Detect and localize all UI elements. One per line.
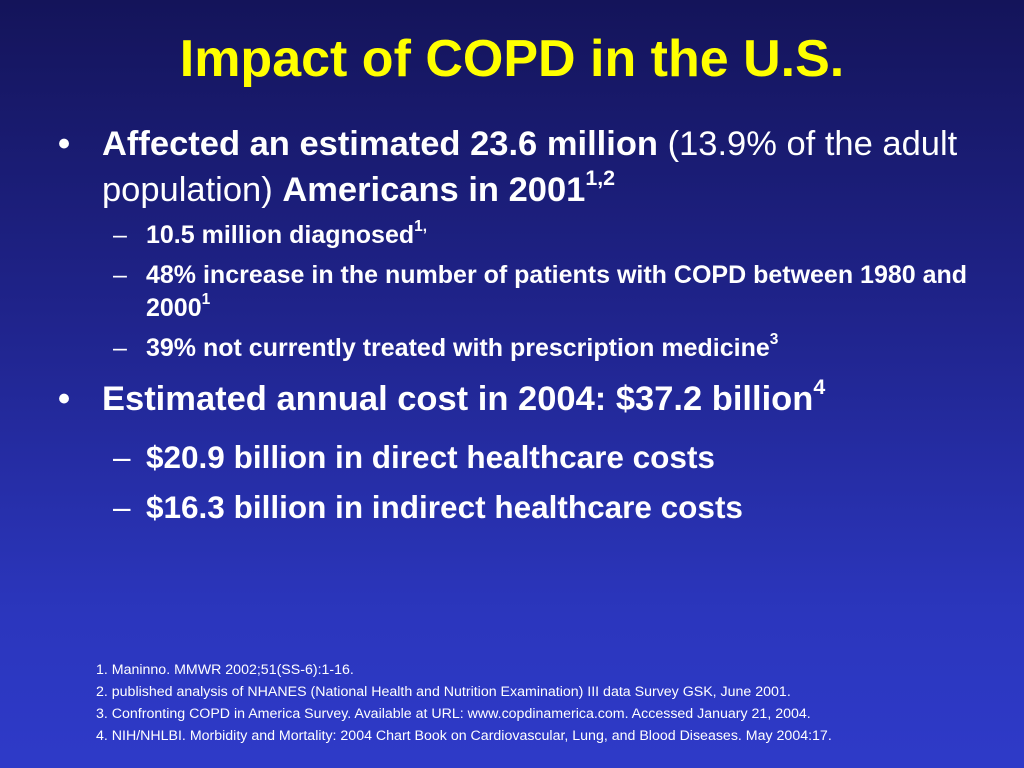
reference-item: 2. published analysis of NHANES (Nationa… (96, 684, 791, 700)
bullet-dot-icon: • (58, 125, 71, 163)
sub-bullet-superscript: 1 (201, 291, 211, 309)
sub-bullet-text: 48% increase in the number of patients w… (146, 260, 968, 323)
bullet-affected-bold-a: Affected an estimated 23.6 million (102, 125, 658, 163)
bullet-affected-bold-b: Americans in 2001 (282, 170, 586, 209)
sub-bullet-text: 10.5 million diagnosed (146, 221, 415, 250)
bullet-affected-superscript: 1,2 (585, 165, 616, 190)
reference-item: 3. Confronting COPD in America Survey. A… (96, 706, 811, 722)
bullet-affected-normal: (13.9% of the adult population) (102, 125, 958, 209)
sub-bullet-diagnosed: – 10.5 million diagnosed1, (58, 219, 998, 253)
sub-bullet-text: $20.9 billion in direct healthcare costs (146, 438, 715, 475)
sub-bullet-text: $16.3 billion in indirect healthcare cos… (146, 488, 743, 525)
bullet-affected: • Affected an estimated 23.6 million (13… (58, 122, 998, 213)
sub-bullet-increase: – 48% increase in the number of patients… (58, 259, 998, 326)
sub-bullet-superscript: 1, (414, 218, 428, 236)
bullet-dot-icon: • (58, 380, 71, 419)
sub-bullet-indirect-costs: – $16.3 billion in indirect healthcare c… (58, 485, 998, 529)
sub-bullet-direct-costs: – $20.9 billion in direct healthcare cos… (58, 435, 998, 479)
reference-item: 4. NIH/NHLBI. Morbidity and Mortality: 2… (96, 728, 832, 744)
sub-bullet-untreated: – 39% not currently treated with prescri… (58, 332, 998, 366)
dash-icon: – (113, 438, 131, 475)
bullet-annual-cost-text: Estimated annual cost in 2004: $37.2 bil… (102, 380, 814, 419)
dash-icon: – (113, 333, 127, 362)
dash-icon: – (113, 488, 131, 525)
sub-bullet-text: 39% not currently treated with prescript… (146, 333, 770, 362)
reference-item: 1. Maninno. MMWR 2002;51(SS-6):1-16. (96, 662, 354, 678)
dash-icon: – (113, 260, 127, 289)
references: 1. Maninno. MMWR 2002;51(SS-6):1-16. 2. … (96, 659, 1006, 747)
slide-title: Impact of COPD in the U.S. (179, 30, 845, 88)
sub-bullet-superscript: 3 (769, 330, 779, 348)
bullet-annual-cost: • Estimated annual cost in 2004: $37.2 b… (58, 377, 998, 423)
slide-content: • Affected an estimated 23.6 million (13… (58, 122, 998, 529)
dash-icon: – (113, 221, 127, 250)
bullet-annual-cost-superscript: 4 (813, 375, 826, 400)
